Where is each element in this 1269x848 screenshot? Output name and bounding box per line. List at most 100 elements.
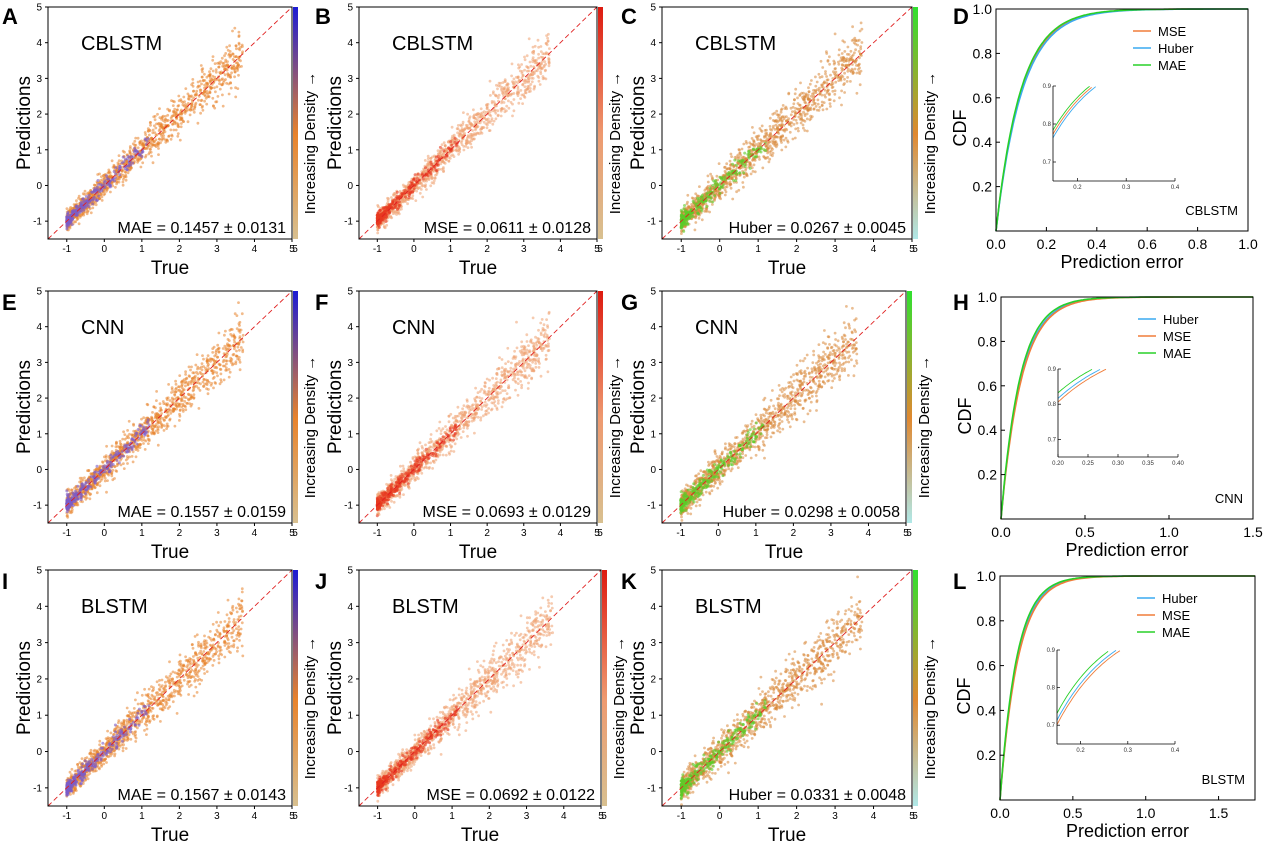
scatter-point — [190, 83, 194, 86]
scatter-point — [214, 90, 217, 94]
scatter-point — [535, 61, 539, 65]
scatter-point — [827, 88, 830, 92]
scatter-point — [208, 70, 211, 74]
scatter-point — [180, 122, 183, 125]
scatter-point — [151, 128, 155, 132]
scatter-point — [149, 121, 152, 124]
x-tick-label: 0 — [102, 244, 108, 255]
dense-point — [709, 197, 713, 200]
scatter-point — [738, 151, 742, 155]
scatter-point — [400, 207, 403, 211]
scatter-point — [153, 131, 157, 135]
scatter-point — [820, 100, 824, 104]
scatter-point — [749, 142, 753, 146]
scatter-point — [820, 75, 824, 79]
scatter-point — [226, 338, 230, 341]
scatter-point — [527, 37, 531, 41]
scatter-point — [496, 113, 500, 117]
scatter-point — [836, 76, 840, 80]
scatter-point — [240, 43, 244, 47]
dense-point — [376, 215, 380, 219]
scatter-point — [145, 402, 149, 406]
scatter-point — [694, 221, 698, 224]
scatter-point — [468, 115, 472, 119]
scatter-point — [121, 180, 125, 184]
scatter-point — [494, 111, 498, 115]
scatter-point — [237, 42, 241, 46]
scatter-point — [493, 102, 497, 106]
scatter-point — [179, 125, 183, 129]
scatter-point — [211, 372, 215, 375]
scatter-point — [756, 138, 760, 142]
scatter-point — [809, 114, 813, 118]
scatter-point — [80, 212, 84, 216]
scatter-point — [814, 105, 818, 108]
scatter-point — [130, 455, 134, 458]
scatter-point — [488, 110, 492, 114]
scatter-point — [199, 111, 203, 115]
scatter-point — [791, 105, 795, 109]
scatter-point — [467, 141, 471, 145]
scatter-point — [151, 143, 155, 147]
scatter-point — [511, 82, 515, 86]
y-tick-label: 3 — [347, 74, 353, 85]
scatter-point — [846, 52, 849, 56]
dense-point — [385, 213, 389, 217]
scatter-point — [798, 112, 802, 116]
scatter-point — [514, 80, 517, 84]
scatter-point — [102, 193, 106, 197]
dense-point — [65, 215, 69, 219]
dense-point — [113, 176, 117, 180]
y-axis-label: CDF — [950, 110, 970, 147]
scatter-point — [758, 127, 762, 130]
scatter-point — [75, 199, 78, 203]
scatter-point — [845, 80, 849, 83]
dense-point — [442, 149, 446, 153]
x-tick-label: 0.6 — [1137, 236, 1157, 252]
scatter-point — [196, 80, 200, 84]
scatter-point — [793, 136, 797, 140]
scatter-point — [160, 115, 164, 119]
scatter-point — [523, 68, 526, 72]
dense-point — [66, 210, 70, 214]
dense-point — [378, 221, 382, 224]
scatter-point — [469, 134, 472, 138]
scatter-point — [840, 74, 843, 77]
x-axis-label: Prediction error — [1060, 252, 1183, 272]
scatter-point — [494, 94, 498, 98]
dense-point — [67, 223, 71, 227]
scatter-point — [377, 205, 380, 209]
scatter-point — [527, 66, 530, 70]
scatter-point — [850, 67, 854, 71]
scatter-point — [129, 146, 132, 150]
scatter-point — [825, 78, 829, 82]
scatter-point — [793, 110, 797, 113]
x-tick-label: 2 — [484, 244, 490, 255]
scatter-point — [515, 75, 518, 79]
scatter-point — [814, 91, 818, 94]
scatter-point — [112, 163, 116, 167]
scatter-point — [126, 171, 130, 175]
inset-y-tick-label: 0.8 — [1043, 122, 1052, 128]
scatter-point — [238, 330, 242, 334]
scatter-point — [539, 45, 543, 48]
x-tick-label: 4 — [252, 244, 258, 255]
scatter-point — [107, 171, 111, 174]
scatter-point — [860, 41, 864, 44]
scatter-point — [738, 148, 741, 152]
dense-point — [136, 150, 140, 154]
scatter-point — [802, 91, 805, 95]
scatter-point — [530, 80, 534, 84]
scatter-point — [779, 135, 783, 139]
dense-point — [740, 159, 744, 162]
scatter-point — [173, 424, 177, 428]
scatter-point — [780, 148, 784, 152]
scatter-point — [177, 94, 181, 98]
scatter-point — [176, 132, 180, 136]
scatter-point — [840, 52, 844, 55]
scatter-point — [803, 98, 806, 102]
scatter-point — [854, 42, 857, 46]
scatter-point — [541, 52, 545, 56]
dense-point — [454, 144, 458, 148]
scatter-point — [149, 123, 152, 127]
